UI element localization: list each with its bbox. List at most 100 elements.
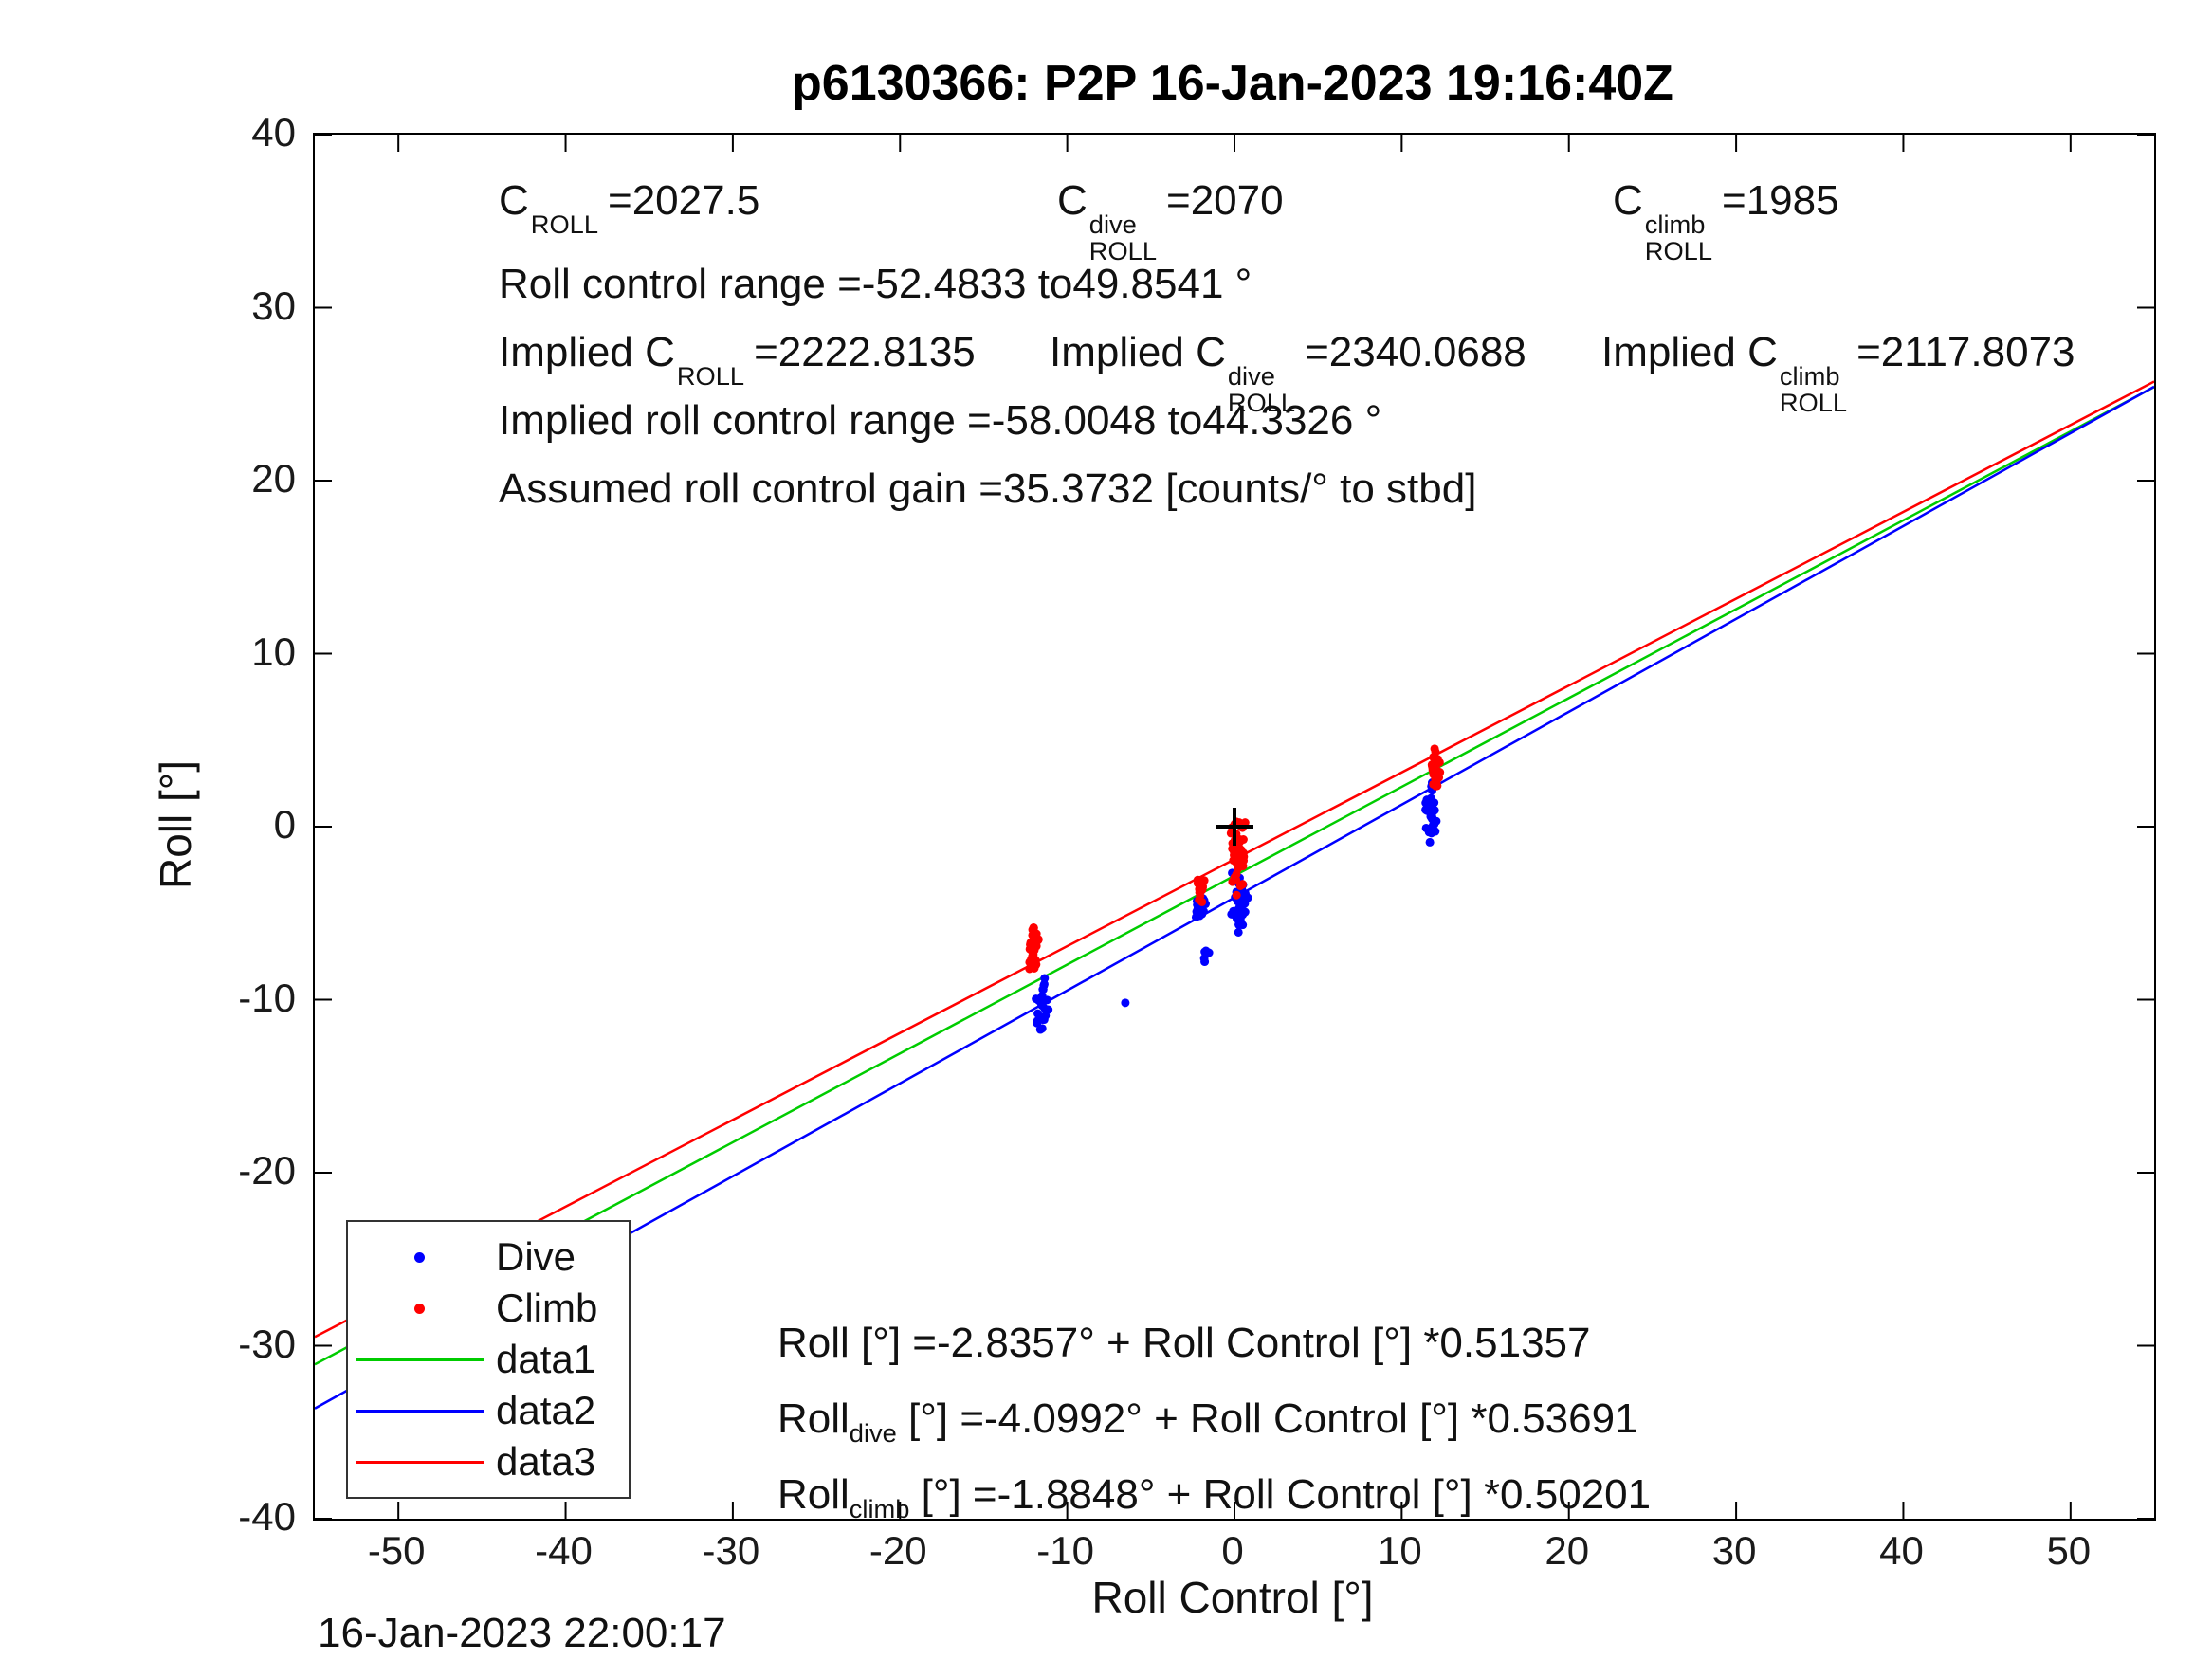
y-tick-label: -40: [238, 1494, 296, 1539]
scatter-point-climb: [1238, 880, 1248, 889]
plot-timestamp: 16-Jan-2023 22:00:17: [318, 1610, 726, 1656]
chart-title: p6130366: P2P 16-Jan-2023 19:16:40Z: [792, 56, 1673, 111]
scatter-point-climb: [1429, 753, 1438, 762]
c-base: C: [1613, 177, 1643, 224]
scatter-point-dive: [1200, 957, 1210, 967]
c-value-text: =2070: [1166, 177, 1284, 224]
scatter-point-climb: [1430, 744, 1439, 754]
x-tick-label: -10: [1036, 1528, 1094, 1573]
c-base: C: [1057, 177, 1088, 224]
scatter-point-climb: [1195, 887, 1204, 897]
c-sup: climb: [1779, 361, 1840, 392]
eq-rest: [°] =-1.8848° + Roll Control [°] *0.5020…: [909, 1471, 1652, 1518]
legend-entry-dive: Dive: [348, 1231, 629, 1283]
c-sup: dive: [1227, 361, 1275, 392]
y-tick-label: -30: [238, 1321, 296, 1366]
scatter-point-climb: [1234, 818, 1244, 828]
c-base: C: [499, 177, 529, 224]
scatter-point-dive: [1195, 911, 1204, 921]
scatter-point-climb: [1233, 859, 1242, 868]
scatter-point-dive: [1040, 974, 1050, 983]
c-sub: ROLL: [1644, 235, 1713, 265]
c-sub: ROLL: [1227, 387, 1296, 417]
scatter-point-dive: [1430, 806, 1439, 815]
legend-line-swatch: [348, 1409, 490, 1413]
y-tick-label: -20: [238, 1148, 296, 1193]
legend-label: Climb: [496, 1285, 598, 1330]
plot-canvas: [315, 135, 2154, 1519]
c-sub: ROLL: [530, 210, 599, 240]
fit-equation-climb: Rollclimb [°] =-1.8848° + Roll Control […: [777, 1471, 1651, 1523]
eq-sub: climb: [849, 1493, 910, 1523]
c-value-text: =2222.8135: [754, 329, 976, 375]
c-sup: dive: [1088, 210, 1137, 240]
y-tick-label: 30: [251, 283, 296, 328]
x-tick-label: 0: [1221, 1528, 1244, 1573]
implied-pre: Implied: [499, 329, 646, 375]
c-sub: ROLL: [676, 361, 745, 392]
scatter-point-climb: [1434, 758, 1443, 768]
legend-label: data2: [496, 1388, 596, 1432]
eq-base: Roll: [777, 1320, 850, 1366]
scatter-point-climb: [1232, 890, 1241, 900]
scatter-point-dive: [1035, 1025, 1045, 1034]
c-subsup: dive ROLL: [1228, 363, 1295, 415]
c-subsup: climb ROLL: [1780, 363, 1847, 415]
c-value-text: =2027.5: [608, 177, 760, 224]
fit-equation-dive: Rolldive [°] =-4.0992° + Roll Control [°…: [777, 1395, 1638, 1448]
scatter-point-climb: [1026, 938, 1035, 947]
scatter-point-dive: [1204, 948, 1214, 957]
scatter-point-dive: [1430, 819, 1439, 829]
scatter-point-climb: [1238, 850, 1248, 860]
x-tick-label: 30: [1711, 1528, 1757, 1573]
legend-line-icon: [355, 1409, 484, 1413]
legend: Dive Climb data1 data2 data3: [346, 1220, 631, 1499]
x-tick-label: -50: [367, 1528, 426, 1573]
x-axis-label: Roll Control [°]: [1091, 1573, 1374, 1622]
c-value-text: =2117.8073: [1856, 329, 2075, 375]
legend-label: data3: [496, 1439, 596, 1484]
implied-pre: Implied: [1050, 329, 1197, 375]
legend-entry-climb: Climb: [348, 1283, 629, 1334]
scatter-point-climb: [1030, 963, 1039, 973]
scatter-point-dive: [1040, 1004, 1050, 1013]
y-tick-label: 40: [251, 110, 296, 155]
legend-line-swatch: [348, 1358, 490, 1361]
eq-sub: dive: [849, 1417, 897, 1448]
scatter-point-dive: [1240, 899, 1250, 908]
scatter-point-dive: [1425, 837, 1435, 847]
x-tick-label: 50: [2046, 1528, 2092, 1573]
c-base: C: [1747, 329, 1778, 375]
scatter-point-climb: [1429, 770, 1438, 779]
scatter-point-climb: [1234, 835, 1244, 845]
x-tick-label: -20: [868, 1528, 927, 1573]
legend-entry-data1: data1: [348, 1334, 629, 1385]
legend-marker-swatch: [348, 1251, 490, 1263]
scatter-point-dive: [1234, 916, 1244, 925]
c-sub: ROLL: [1779, 387, 1848, 417]
scatter-point-dive: [1421, 805, 1431, 814]
assumed-gain-text: Assumed roll control gain =35.3732 [coun…: [499, 465, 1477, 512]
x-tick-label: 10: [1378, 1528, 1422, 1573]
c-subsup: dive ROLL: [1089, 211, 1157, 264]
legend-entry-data3: data3: [348, 1436, 629, 1487]
scatter-point-dive: [1121, 998, 1130, 1008]
legend-dot-icon: [413, 1251, 425, 1263]
eq-rest: [°] =-2.8357° + Roll Control [°] *0.5135…: [849, 1320, 1591, 1366]
scatter-point-climb: [1033, 936, 1043, 945]
legend-line-icon: [355, 1460, 484, 1464]
fit-equation-all: Roll [°] =-2.8357° + Roll Control [°] *0…: [777, 1320, 1590, 1368]
scatter-point-dive: [1234, 927, 1243, 937]
scatter-point-dive: [1038, 1015, 1048, 1025]
scatter-point-climb: [1230, 872, 1239, 882]
legend-label: data1: [496, 1337, 596, 1381]
eq-base: Roll: [777, 1395, 850, 1442]
x-tick-label: -30: [702, 1528, 760, 1573]
scatter-point-climb: [1029, 923, 1038, 933]
